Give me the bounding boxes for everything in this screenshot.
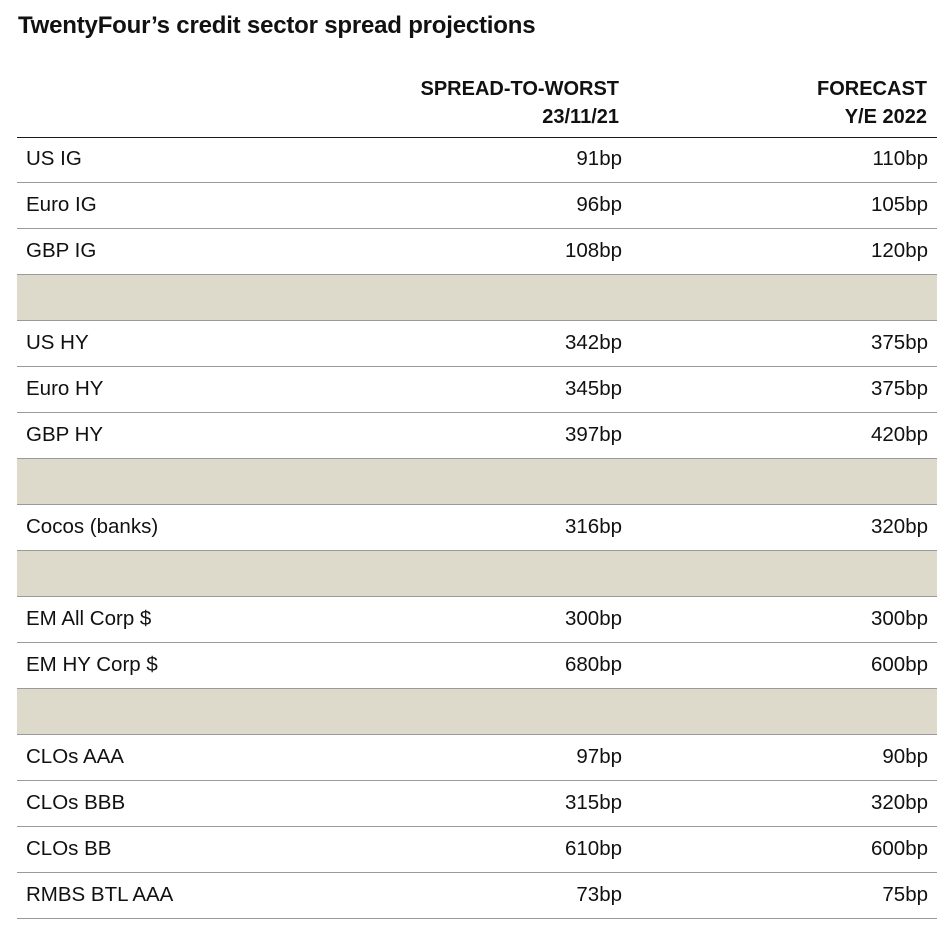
table-row: Euro IG 96bp 105bp	[17, 183, 937, 229]
forecast-value: 120bp	[870, 239, 928, 262]
row-label: Cocos (banks)	[26, 515, 159, 538]
spread-to-worst-value: 97bp	[576, 745, 622, 768]
spread-to-worst-value: 680bp	[564, 653, 622, 676]
table-row: GBP IG 108bp 120bp	[17, 229, 937, 275]
spread-to-worst-value: 610bp	[564, 837, 622, 860]
spread-to-worst-value: 73bp	[576, 883, 622, 906]
table-row: EM HY Corp $ 680bp 600bp	[17, 643, 937, 689]
forecast-value: 600bp	[870, 653, 928, 676]
forecast-value: 600bp	[870, 837, 928, 860]
table-body: US IG 91bp 110bp Euro IG 96bp 105bp GBP IG 108b…	[17, 137, 937, 919]
row-label: Euro HY	[26, 377, 104, 400]
table-row: US HY 342bp 375bp	[17, 321, 937, 367]
forecast-value: 110bp	[872, 147, 928, 170]
table-spacer-row	[17, 689, 937, 735]
table-row: Euro HY 345bp 375bp	[17, 367, 937, 413]
row-label: Euro IG	[26, 193, 97, 216]
row-label: EM All Corp $	[26, 607, 152, 630]
spread-to-worst-value: 342bp	[564, 331, 622, 354]
table-row: RMBS BTL AAA 73bp 75bp	[17, 873, 937, 919]
forecast-value: 320bp	[870, 515, 928, 538]
row-label: RMBS BTL AAA	[26, 883, 174, 906]
table-title: TwentyFour’s credit sector spread projec…	[18, 12, 536, 39]
row-label: CLOs BB	[26, 837, 112, 860]
spread-to-worst-value: 397bp	[564, 423, 622, 446]
row-label: GBP IG	[26, 239, 97, 262]
table-spacer-row	[17, 459, 937, 505]
table-row: CLOs BBB 315bp 320bp	[17, 781, 937, 827]
table-spacer-row	[17, 551, 937, 597]
row-label: CLOs BBB	[26, 791, 126, 814]
row-label: EM HY Corp $	[26, 653, 158, 676]
row-label: GBP HY	[26, 423, 104, 446]
table-spacer-row	[17, 275, 937, 321]
forecast-value: 320bp	[870, 791, 928, 814]
column-header-line: FORECAST	[817, 78, 927, 100]
row-label: CLOs AAA	[26, 745, 124, 768]
forecast-value: 105bp	[870, 193, 928, 216]
table-row: EM All Corp $ 300bp 300bp	[17, 597, 937, 643]
table-row: Cocos (banks) 316bp 320bp	[17, 505, 937, 551]
spread-to-worst-value: 345bp	[564, 377, 622, 400]
column-header-line: Y/E 2022	[844, 106, 927, 128]
column-header-line: 23/11/21	[542, 106, 619, 128]
table-row: US IG 91bp 110bp	[17, 137, 937, 183]
column-header-line: SPREAD-TO-WORST	[420, 78, 619, 100]
spread-to-worst-value: 315bp	[564, 791, 622, 814]
spread-to-worst-value: 300bp	[564, 607, 622, 630]
table-row: GBP HY 397bp 420bp	[17, 413, 937, 459]
row-label: US IG	[26, 147, 82, 170]
forecast-value: 300bp	[870, 607, 928, 630]
forecast-value: 75bp	[882, 883, 928, 906]
row-label: US HY	[26, 331, 89, 354]
table-row: CLOs BB 610bp 600bp	[17, 827, 937, 873]
forecast-value: 375bp	[870, 377, 928, 400]
column-header-forecast: FORECAST Y/E 2022	[817, 75, 927, 131]
forecast-value: 375bp	[870, 331, 928, 354]
forecast-value: 90bp	[882, 745, 928, 768]
spread-to-worst-value: 91bp	[576, 147, 622, 170]
table-row: CLOs AAA 97bp 90bp	[17, 735, 937, 781]
spread-to-worst-value: 316bp	[564, 515, 622, 538]
forecast-value: 420bp	[870, 423, 928, 446]
table-header: SPREAD-TO-WORST 23/11/21 FORECAST Y/E 20…	[17, 73, 937, 138]
spread-to-worst-value: 108bp	[564, 239, 622, 262]
spread-to-worst-value: 96bp	[576, 193, 622, 216]
column-header-spread: SPREAD-TO-WORST 23/11/21	[420, 75, 619, 131]
